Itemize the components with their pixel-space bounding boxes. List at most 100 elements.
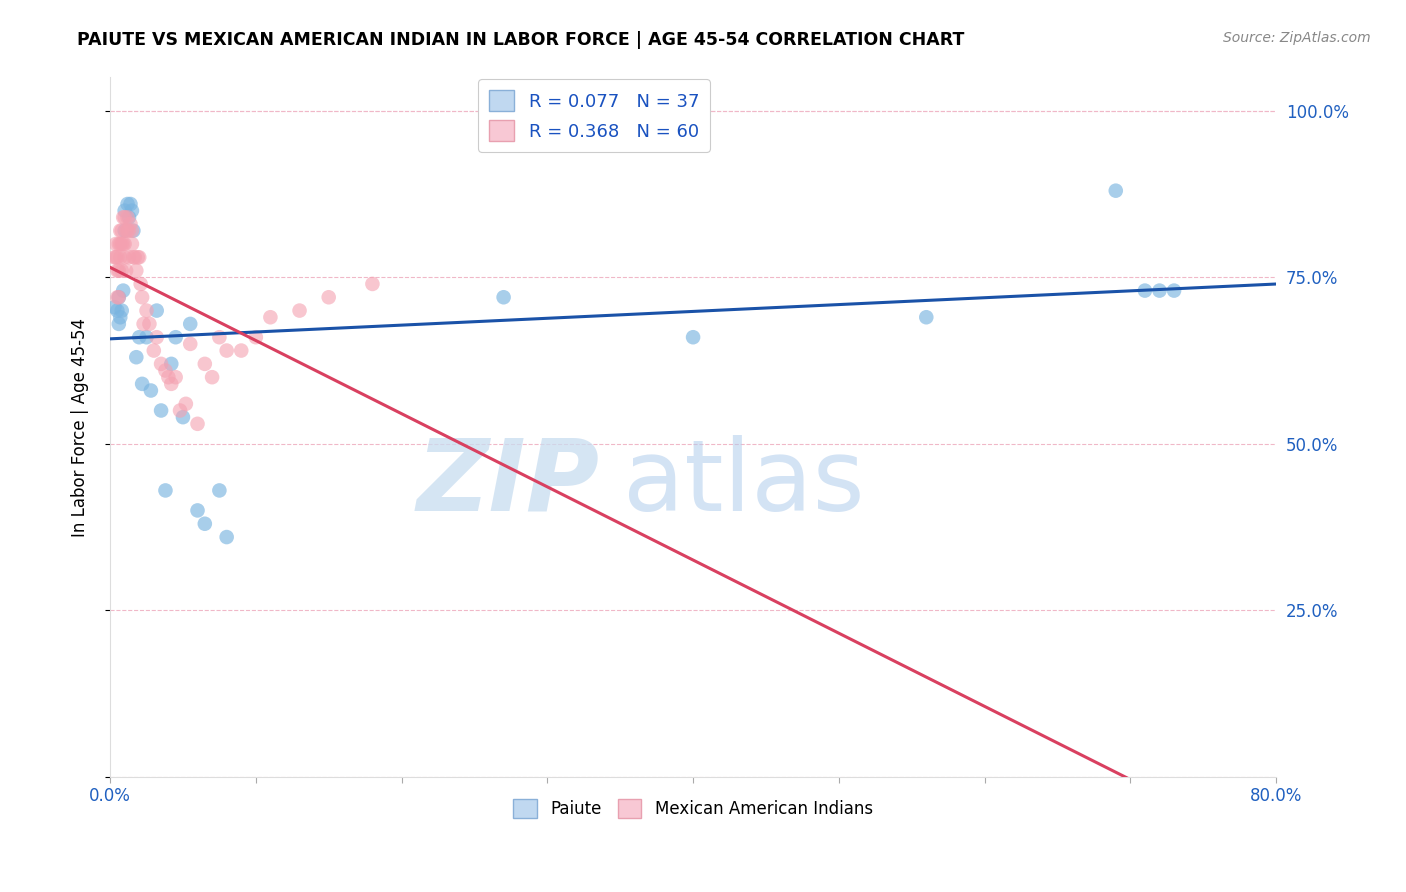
Point [215,343,238,358]
Point [288,303,311,318]
Point [105,290,128,304]
Point [1163,284,1185,298]
Point [172,410,194,425]
Point [157,370,180,384]
Point [682,330,704,344]
Point [111,237,134,252]
Point [259,310,281,325]
Point [114,211,136,225]
Point [112,211,135,225]
Point [150,403,173,417]
Point [117,211,139,225]
Point [108,290,131,304]
Point [179,317,201,331]
Point [127,250,149,264]
Point [155,483,177,498]
Y-axis label: In Labor Force | Age 45-54: In Labor Force | Age 45-54 [72,318,89,537]
Point [117,224,139,238]
Point [165,330,187,344]
Point [179,337,201,351]
Point [231,343,253,358]
Point [318,290,340,304]
Point [112,237,135,252]
Point [124,250,146,264]
Text: Source: ZipAtlas.com: Source: ZipAtlas.com [1223,31,1371,45]
Text: atlas: atlas [623,434,865,532]
Point [121,237,143,252]
Point [150,357,173,371]
Point [110,310,132,325]
Text: ZIP: ZIP [416,434,600,532]
Point [108,317,131,331]
Point [169,403,191,417]
Point [135,330,157,344]
Point [131,290,153,304]
Point [111,303,134,318]
Point [104,237,127,252]
Point [108,290,131,304]
Point [105,303,128,318]
Point [208,330,231,344]
Point [1105,184,1128,198]
Point [118,224,141,238]
Text: PAIUTE VS MEXICAN AMERICAN INDIAN IN LABOR FORCE | AGE 45-54 CORRELATION CHART: PAIUTE VS MEXICAN AMERICAN INDIAN IN LAB… [77,31,965,49]
Point [165,370,187,384]
Point [132,317,155,331]
Point [110,250,132,264]
Point [122,224,145,238]
Point [142,343,165,358]
Point [111,224,134,238]
Point [139,384,162,398]
Point [121,203,143,218]
Point [160,376,183,391]
Point [112,284,135,298]
Point [110,237,132,252]
Point [121,224,143,238]
Point [1133,284,1156,298]
Point [118,250,141,264]
Point [492,290,515,304]
Point [104,250,127,264]
Point [110,224,132,238]
Point [118,211,141,225]
Point [103,300,125,314]
Point [114,203,136,218]
Point [186,503,208,517]
Point [245,330,267,344]
Point [128,330,150,344]
Point [129,277,152,291]
Point [155,363,177,377]
Point [114,237,136,252]
Point [103,250,125,264]
Point [194,516,217,531]
Point [111,263,134,277]
Point [114,250,136,264]
Point [138,317,160,331]
Point [117,197,139,211]
Point [160,357,183,371]
Point [135,303,157,318]
Point [361,277,384,291]
Point [125,263,148,277]
Point [145,303,167,318]
Point [108,263,131,277]
Point [1149,284,1171,298]
Point [115,224,138,238]
Point [105,263,128,277]
Point [125,350,148,364]
Point [194,357,217,371]
Point [186,417,208,431]
Point [114,224,136,238]
Point [108,237,131,252]
Point [115,263,138,277]
Point [131,376,153,391]
Point [215,530,238,544]
Point [201,370,224,384]
Point [145,330,167,344]
Point [208,483,231,498]
Point [120,197,142,211]
Point [174,397,197,411]
Legend: Paiute, Mexican American Indians: Paiute, Mexican American Indians [506,792,880,824]
Point [128,250,150,264]
Point [105,250,128,264]
